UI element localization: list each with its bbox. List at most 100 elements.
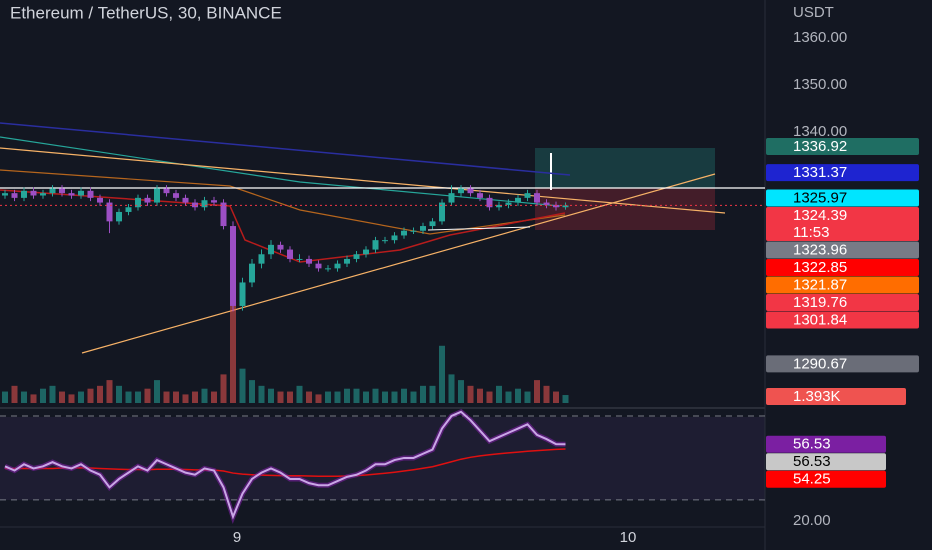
candle-body — [78, 190, 84, 196]
candle-body — [353, 254, 360, 259]
candle-body — [173, 193, 179, 198]
rsi-badge — [766, 435, 886, 453]
volume-bar — [78, 391, 84, 403]
volume-bar — [220, 374, 227, 403]
candle-body — [325, 268, 331, 270]
volume-bar — [239, 368, 246, 403]
rsi-band-fill — [0, 417, 765, 500]
volume-bar — [116, 385, 122, 403]
volume-bar — [258, 385, 265, 403]
candle-body — [448, 193, 455, 203]
trendline-lower — [81, 173, 716, 354]
volume-bar — [467, 385, 474, 403]
price-tick-label: 1360.00 — [793, 29, 847, 46]
candle-body — [458, 188, 464, 194]
candle-body — [144, 197, 151, 203]
candle-body — [21, 190, 27, 198]
candle-body — [11, 193, 18, 198]
candle-body — [296, 258, 303, 260]
volume-bar — [249, 380, 255, 403]
candle-body — [163, 188, 170, 194]
volume-bar — [40, 388, 46, 403]
candle-body — [258, 254, 265, 264]
volume-bar — [353, 388, 360, 403]
volume-bar — [382, 391, 388, 403]
candle-body — [239, 282, 246, 306]
price-badge-label: 1331.37 — [793, 164, 847, 181]
volume-bar — [154, 380, 160, 403]
volume-badge-label: 1.393K — [793, 388, 841, 405]
rsi-line — [4, 410, 566, 520]
candle-body — [486, 197, 493, 208]
position-loss-zone — [535, 188, 715, 230]
price-badge — [766, 355, 919, 373]
price-badge — [766, 259, 919, 277]
price-badge-label: 1324.39 — [793, 207, 847, 224]
candle-body — [534, 193, 540, 203]
volume-bar — [173, 391, 179, 403]
candle-body — [2, 193, 8, 196]
candle-body — [477, 193, 483, 198]
volume-bar — [230, 305, 236, 403]
position-profit-zone — [535, 148, 715, 188]
volume-bar — [135, 391, 141, 403]
candle-body — [315, 263, 322, 269]
rsi-badge — [766, 470, 886, 488]
trendline-upper — [0, 147, 726, 214]
candle-body — [268, 244, 274, 255]
candle-body — [201, 200, 208, 208]
volume-bar — [391, 391, 398, 403]
candle-body — [382, 240, 388, 242]
candle-body — [87, 190, 94, 198]
volume-bar — [106, 380, 113, 403]
volume-bar — [2, 391, 8, 403]
volume-bar — [553, 391, 559, 403]
volume-bar — [372, 388, 379, 403]
volume-bar — [87, 388, 94, 403]
price-axis-unit: USDT — [793, 4, 834, 21]
candle-body — [467, 188, 474, 194]
volume-bar — [448, 374, 455, 403]
candle-body — [116, 211, 122, 222]
price-badge — [766, 294, 919, 312]
price-badge-label: 1290.67 — [793, 355, 847, 372]
volume-bar — [344, 388, 350, 403]
candle-body — [30, 190, 37, 196]
volume-bar — [59, 391, 65, 403]
volume-bar — [458, 380, 464, 403]
rsi-tick-label: 20.00 — [793, 512, 831, 529]
candle-body — [249, 263, 255, 283]
volume-bar — [287, 391, 293, 403]
candle-body — [277, 244, 284, 250]
price-badge — [766, 276, 919, 294]
candle-body — [287, 249, 293, 259]
volume-bar — [49, 385, 56, 403]
candle-body — [230, 226, 236, 306]
volume-bar — [534, 380, 540, 403]
price-badge-label: 1325.97 — [793, 189, 847, 206]
price-badge — [766, 189, 919, 207]
moving-average-blue — [0, 122, 571, 176]
volume-bar — [21, 391, 27, 403]
candle-body — [211, 200, 217, 203]
volume-bar — [524, 391, 531, 403]
volume-bar — [439, 345, 445, 403]
volume-bar — [420, 385, 426, 403]
volume-bar — [334, 391, 341, 403]
price-badge — [766, 138, 919, 156]
candle-body — [562, 205, 569, 208]
volume-bar — [201, 388, 208, 403]
volume-bar — [515, 388, 521, 403]
candle-body — [439, 202, 445, 222]
price-badge-label: 1323.96 — [793, 241, 847, 258]
volume-bar — [401, 388, 407, 403]
candle-body — [401, 230, 407, 236]
volume-bar — [211, 391, 217, 403]
candle-body — [306, 258, 312, 264]
candle-body — [543, 202, 550, 205]
candle-body — [192, 202, 198, 208]
price-tick-label: 1350.00 — [793, 76, 847, 93]
volume-bar — [268, 388, 274, 403]
price-badge-label: 1301.84 — [793, 311, 847, 328]
